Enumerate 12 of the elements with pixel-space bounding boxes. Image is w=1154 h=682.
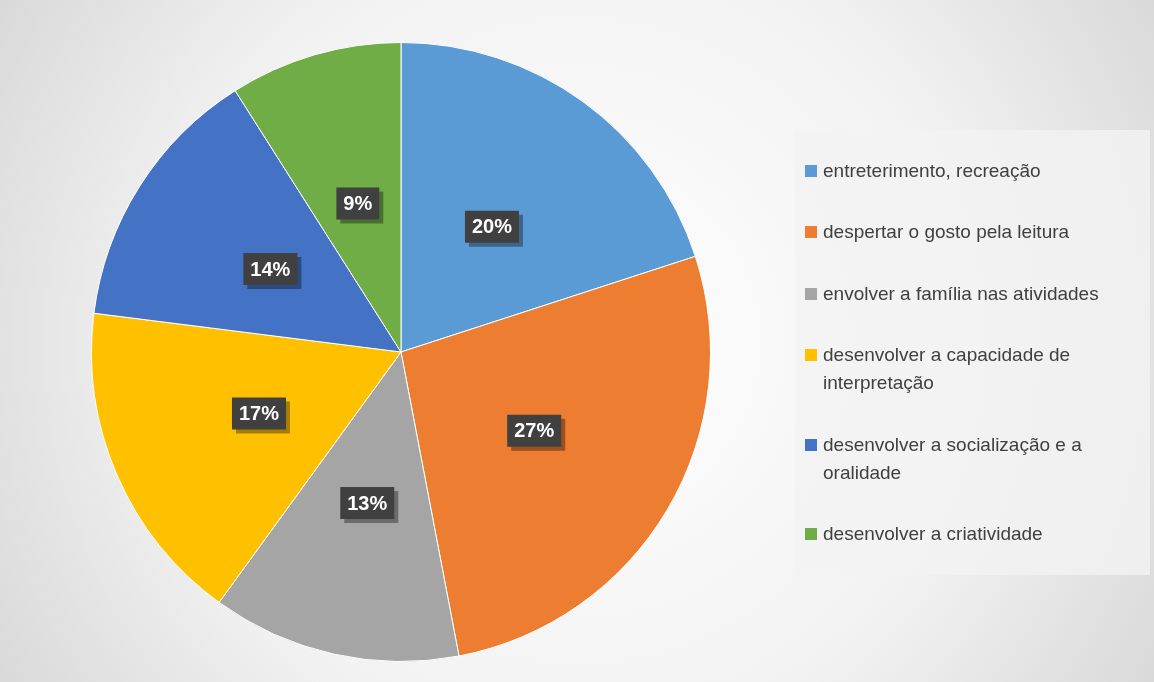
data-label: 9% <box>343 191 373 214</box>
data-label: 20% <box>471 215 513 238</box>
legend-label: desenvolver a criatividade <box>823 522 1043 547</box>
data-label: 27% <box>514 419 555 442</box>
legend-label: desenvolver a socialização e a oralidade <box>823 432 1083 485</box>
legend-label: envolver a família nas atividades <box>823 281 1099 306</box>
legend-label: desenvolver a capacidade de interpretação <box>823 343 1072 396</box>
slice-label: despertar o gosto pela leitura <box>823 220 1070 245</box>
legend-label: entreterimento, recreação <box>823 158 1041 183</box>
data-label: 14% <box>250 257 291 280</box>
data-label: 13% <box>347 491 388 514</box>
data-label: 17% <box>238 401 280 424</box>
